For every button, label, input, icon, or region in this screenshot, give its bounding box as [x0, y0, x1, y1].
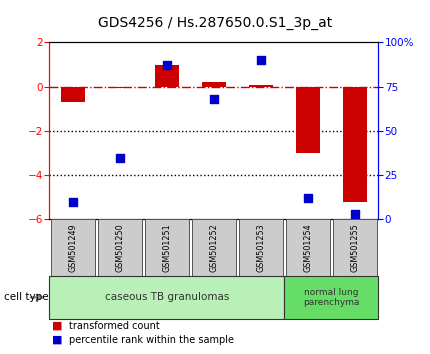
Bar: [296, 87, 319, 153]
Text: GSM501250: GSM501250: [115, 223, 124, 272]
FancyBboxPatch shape: [286, 219, 329, 276]
Text: cell type: cell type: [4, 292, 49, 302]
FancyBboxPatch shape: [145, 219, 188, 276]
Bar: [202, 82, 226, 87]
Text: GSM501249: GSM501249: [68, 223, 77, 272]
Text: GSM501253: GSM501253: [256, 223, 265, 272]
Point: [304, 195, 311, 201]
FancyBboxPatch shape: [49, 276, 284, 319]
Text: transformed count: transformed count: [69, 321, 160, 331]
Point: [258, 57, 264, 63]
Text: normal lung
parenchyma: normal lung parenchyma: [303, 288, 359, 307]
FancyBboxPatch shape: [284, 276, 378, 319]
Point: [163, 63, 170, 68]
FancyBboxPatch shape: [333, 219, 377, 276]
Bar: [343, 87, 367, 202]
Text: percentile rank within the sample: percentile rank within the sample: [69, 335, 234, 345]
Point: [211, 96, 217, 102]
Bar: [108, 87, 132, 88]
Text: GSM501251: GSM501251: [163, 223, 172, 272]
Point: [117, 155, 123, 160]
FancyBboxPatch shape: [192, 219, 236, 276]
FancyBboxPatch shape: [240, 219, 283, 276]
Text: GDS4256 / Hs.287650.0.S1_3p_at: GDS4256 / Hs.287650.0.S1_3p_at: [98, 16, 332, 30]
Bar: [61, 87, 85, 102]
Text: GSM501252: GSM501252: [209, 223, 218, 272]
Text: GSM501255: GSM501255: [350, 223, 359, 272]
Bar: [155, 65, 179, 87]
FancyBboxPatch shape: [51, 219, 95, 276]
Text: ■: ■: [52, 335, 62, 345]
Text: GSM501254: GSM501254: [304, 223, 313, 272]
Point: [70, 199, 77, 205]
Point: [351, 211, 358, 217]
FancyBboxPatch shape: [98, 219, 141, 276]
Text: caseous TB granulomas: caseous TB granulomas: [105, 292, 229, 302]
Text: ■: ■: [52, 321, 62, 331]
Bar: [249, 85, 273, 87]
